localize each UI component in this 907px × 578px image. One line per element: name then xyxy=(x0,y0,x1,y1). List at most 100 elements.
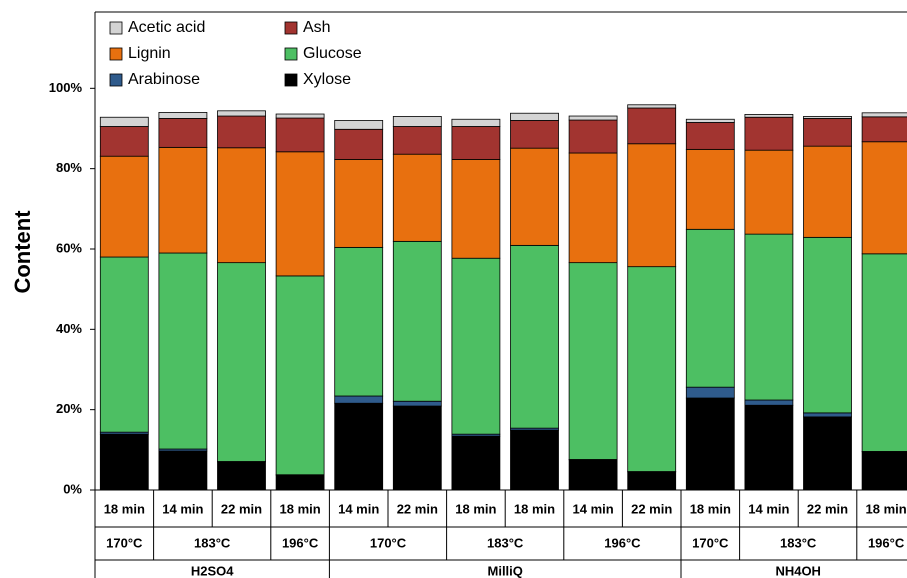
bar-segment xyxy=(861,116,907,143)
bar-segment xyxy=(744,399,794,406)
bar-segment xyxy=(510,120,559,149)
legend-swatch xyxy=(109,73,123,87)
bar-segment xyxy=(99,155,149,258)
bar-segment xyxy=(627,104,677,109)
bar-segment xyxy=(451,435,501,491)
bar-segment xyxy=(627,107,677,145)
legend-label: Xylose xyxy=(303,71,351,88)
temperature-label: 183°C xyxy=(780,535,817,550)
bar-segment xyxy=(803,145,852,238)
bar-segment xyxy=(685,386,735,399)
x-tick-label: 14 min xyxy=(338,501,379,516)
solvent-label: NH4OH xyxy=(775,563,821,578)
bar-segment xyxy=(510,429,559,491)
x-tick-label: 18 min xyxy=(866,501,907,516)
temperature-label: 196°C xyxy=(282,535,319,550)
temperature-label: 170°C xyxy=(370,535,407,550)
legend-swatch xyxy=(109,21,123,35)
bar-segment xyxy=(334,402,384,491)
bar-segment xyxy=(744,116,794,151)
x-tick-label: 14 min xyxy=(162,501,203,516)
bar-segment xyxy=(803,118,852,147)
x-tick-label: 22 min xyxy=(397,501,438,516)
bar-segment xyxy=(392,116,442,127)
bar-segment xyxy=(685,397,735,491)
y-tick-label: 100% xyxy=(49,80,83,95)
bar-segment xyxy=(217,461,266,491)
y-axis-label: Content xyxy=(10,210,35,294)
bar-segment xyxy=(158,146,208,254)
y-tick-label: 20% xyxy=(56,401,82,416)
bar-segment xyxy=(392,405,442,491)
bar-segment xyxy=(451,118,501,127)
bar-segment xyxy=(275,275,325,476)
bar-segment xyxy=(627,471,677,491)
bar-segment xyxy=(99,433,149,491)
x-tick-label: 22 min xyxy=(221,501,262,516)
bar-segment xyxy=(334,395,384,404)
bar-segment xyxy=(568,459,618,491)
bar-segment xyxy=(334,246,384,397)
temperature-label: 170°C xyxy=(692,535,729,550)
bar-segment xyxy=(217,115,266,149)
bar-segment xyxy=(861,141,907,255)
temperature-label: 183°C xyxy=(194,535,231,550)
bar-segment xyxy=(568,119,618,154)
bar-segment xyxy=(158,450,208,491)
bar-segment xyxy=(568,262,618,460)
bar-segment xyxy=(392,126,442,155)
temperature-label: 183°C xyxy=(487,535,524,550)
bar-segment xyxy=(275,113,325,119)
bar-segment xyxy=(99,116,149,127)
legend-swatch xyxy=(284,47,298,61)
bar-segment xyxy=(510,147,559,246)
bar-segment xyxy=(861,451,907,491)
solvent-label: MilliQ xyxy=(488,563,523,578)
bar-segment xyxy=(275,117,325,153)
bar-segment xyxy=(803,416,852,491)
bar-segment xyxy=(803,412,852,418)
legend-label: Arabinose xyxy=(128,71,200,88)
bar-segment xyxy=(685,228,735,388)
legend-swatch xyxy=(284,73,298,87)
legend-swatch xyxy=(109,47,123,61)
bar-segment xyxy=(803,236,852,414)
bar-segment xyxy=(685,122,735,150)
bar-segment xyxy=(744,404,794,491)
bar-segment xyxy=(217,110,266,117)
bar-segment xyxy=(510,112,559,121)
y-tick-label: 40% xyxy=(56,321,82,336)
legend-label: Glucose xyxy=(303,45,362,62)
x-tick-label: 18 min xyxy=(104,501,145,516)
x-tick-label: 22 min xyxy=(807,501,848,516)
legend-label: Acetic acid xyxy=(128,19,205,36)
bar-segment xyxy=(158,118,208,148)
bar-segment xyxy=(803,116,852,119)
legend-swatch xyxy=(284,21,298,35)
temperature-label: 170°C xyxy=(106,535,143,550)
bar-segment xyxy=(275,474,325,491)
bar-segment xyxy=(392,153,442,242)
bar-segment xyxy=(158,252,208,450)
y-tick-label: 80% xyxy=(56,160,82,175)
x-tick-label: 18 min xyxy=(690,501,731,516)
bar-segment xyxy=(627,143,677,268)
bar-segment xyxy=(392,240,442,402)
bar-segment xyxy=(685,148,735,230)
temperature-label: 196°C xyxy=(868,535,905,550)
bar-segment xyxy=(568,115,618,121)
bar-segment xyxy=(217,262,266,462)
x-tick-label: 22 min xyxy=(631,501,672,516)
bar-segment xyxy=(627,266,677,472)
bar-segment xyxy=(451,126,501,160)
bar-segment xyxy=(99,126,149,157)
bar-segment xyxy=(744,149,794,235)
bar-segment xyxy=(861,112,907,118)
bar-segment xyxy=(510,244,559,429)
bar-segment xyxy=(744,114,794,118)
bar-segment xyxy=(334,159,384,248)
temperature-label: 196°C xyxy=(604,535,641,550)
bar-segment xyxy=(158,112,208,119)
